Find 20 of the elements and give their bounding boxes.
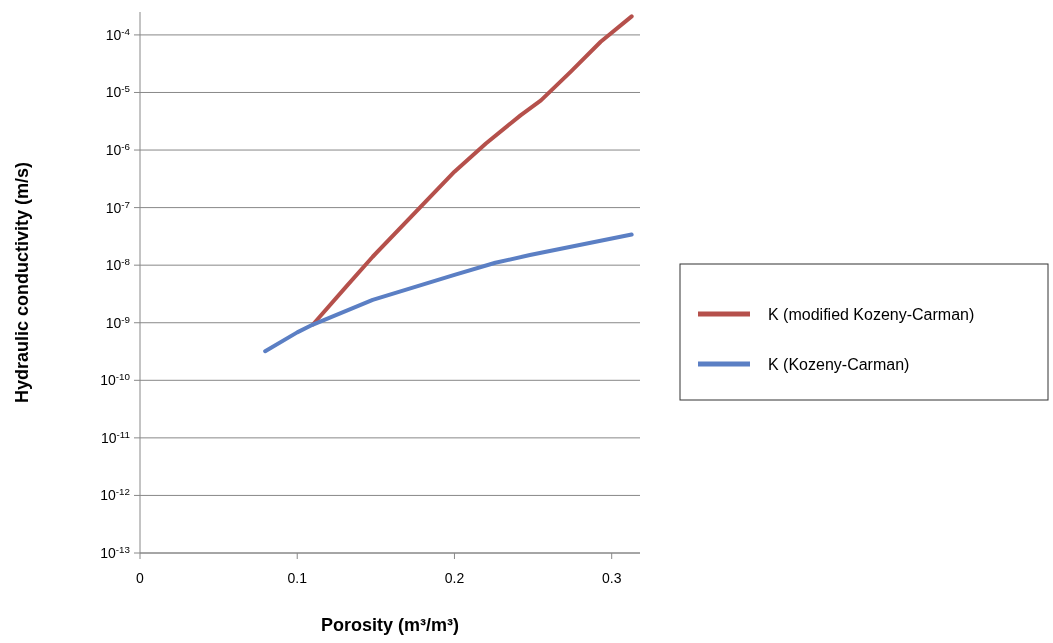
y-tick-label: 10$^{-9}$: [105, 313, 130, 331]
y-tick-label: 10$^{-6}$: [105, 140, 131, 159]
y-tick-label: 10$^{-12}$: [100, 485, 130, 504]
y-tick-label: 10$^{-10}$: [100, 370, 131, 389]
y-tick-label: 10$^{-13}$: [100, 543, 131, 561]
line-series: [310, 14, 634, 327]
y-tick-label: 10$^{-11}$: [100, 428, 130, 446]
x-tick-label: 0.2: [444, 570, 465, 586]
legend-label: K (modified Kozeny-Carman): [768, 306, 975, 323]
line-series: [263, 232, 634, 354]
y-tick-label: 10$^{-5}$: [105, 82, 131, 101]
y-tick-label: 10$^{-8}$: [105, 255, 131, 274]
y-tick-label: 10$^{-7}$: [105, 198, 130, 216]
x-axis-title: Porosity (m³/m³): [320, 615, 460, 635]
y-tick-label: 10$^{-4}$: [105, 25, 131, 43]
x-tick-label: 0.1: [287, 570, 308, 586]
x-tick-label: 0.3: [601, 570, 622, 586]
legend-label: K (Kozeny-Carman): [768, 356, 910, 373]
y-axis-title: Hydraulic conductivity (m/s): [12, 161, 32, 404]
x-tick-label: 0: [136, 570, 145, 586]
